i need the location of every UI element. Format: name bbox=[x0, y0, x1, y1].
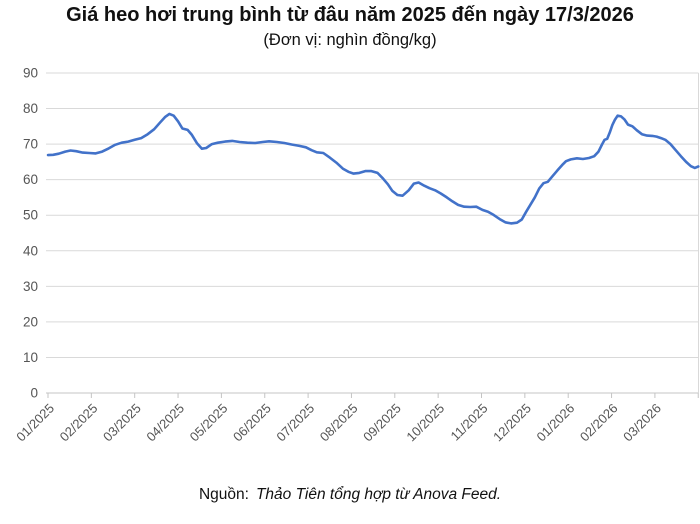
x-tick-label: 12/2025 bbox=[490, 401, 534, 445]
x-tick-label: 09/2025 bbox=[360, 401, 404, 445]
x-tick-label: 04/2025 bbox=[143, 401, 187, 445]
x-tick-label: 08/2025 bbox=[317, 401, 361, 445]
x-tick-label: 02/2025 bbox=[57, 401, 101, 445]
y-tick-label: 40 bbox=[23, 243, 38, 258]
x-tick-label: 03/2026 bbox=[620, 401, 664, 445]
y-tick-label: 60 bbox=[23, 172, 38, 187]
y-tick-label: 80 bbox=[23, 101, 38, 116]
x-tick-label: 01/2025 bbox=[13, 401, 57, 445]
source-prefix: Nguồn: bbox=[198, 486, 249, 503]
x-tick-label: 11/2025 bbox=[447, 401, 490, 444]
y-tick-label: 30 bbox=[23, 279, 38, 294]
x-tick-label: 07/2025 bbox=[273, 401, 317, 445]
x-tick-label: 06/2025 bbox=[230, 401, 274, 445]
y-tick-label: 70 bbox=[23, 137, 38, 152]
x-tick-label: 01/2026 bbox=[533, 401, 577, 445]
chart-title: Giá heo hơi trung bình từ đâu năm 2025 đ… bbox=[66, 4, 634, 26]
price-series-line bbox=[46, 112, 700, 225]
y-tick-label: 20 bbox=[23, 314, 38, 329]
y-tick-label: 10 bbox=[23, 350, 38, 365]
x-tick-label: 03/2025 bbox=[100, 401, 144, 445]
y-tick-label: 50 bbox=[23, 208, 38, 223]
y-tick-label: 0 bbox=[30, 386, 38, 401]
source-note: Nguồn: Thảo Tiên tổng hợp từ Anova Feed. bbox=[0, 486, 700, 504]
x-tick-label: 10/2025 bbox=[403, 401, 447, 445]
y-tick-label: 90 bbox=[23, 66, 38, 81]
source-text: Thảo Tiên tổng hợp từ Anova Feed. bbox=[255, 486, 502, 503]
x-tick-label: 05/2025 bbox=[187, 401, 231, 445]
chart-subtitle: (Đơn vị: nghìn đồng/kg) bbox=[263, 31, 437, 49]
x-tick-label: 02/2026 bbox=[577, 401, 621, 445]
